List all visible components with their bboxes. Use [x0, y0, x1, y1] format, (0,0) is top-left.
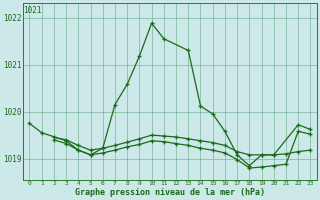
X-axis label: Graphe pression niveau de la mer (hPa): Graphe pression niveau de la mer (hPa) — [75, 188, 265, 197]
Text: 1021: 1021 — [23, 6, 42, 15]
